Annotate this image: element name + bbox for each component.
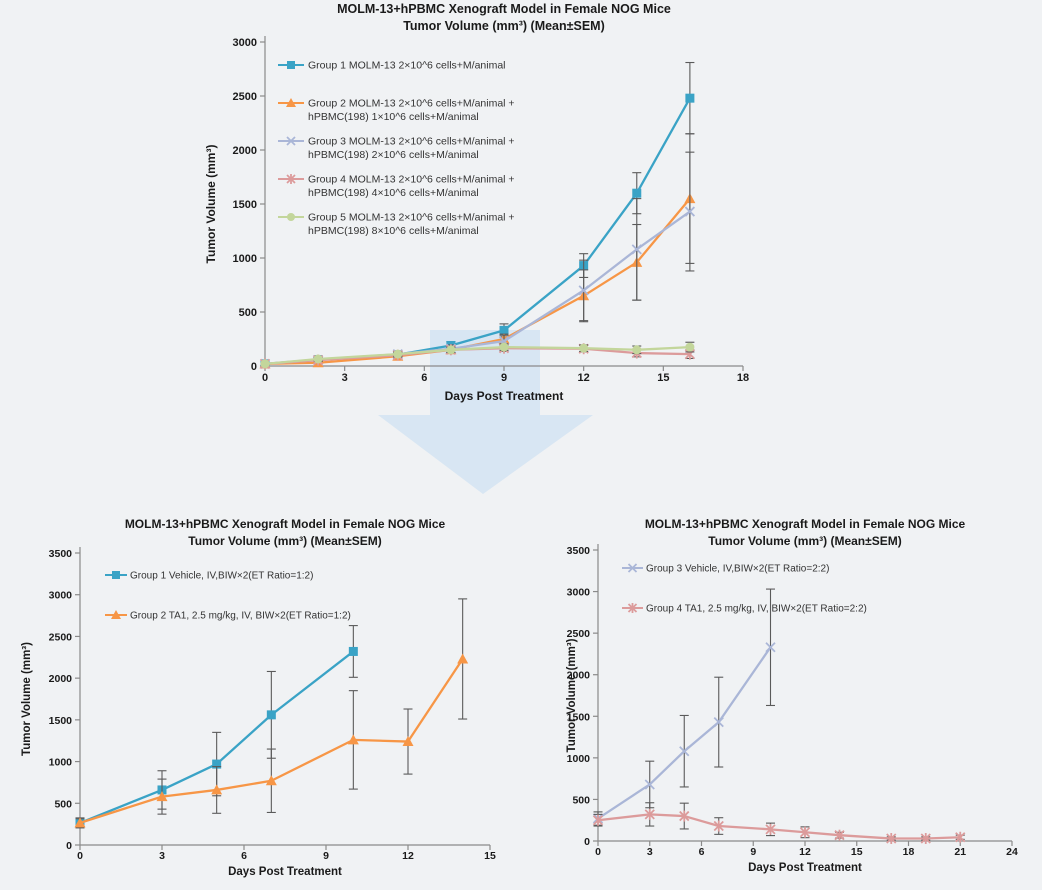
svg-text:Group 2 MOLM-13 2×10^6 cells+M: Group 2 MOLM-13 2×10^6 cells+M/animal + bbox=[308, 98, 515, 110]
svg-text:Days Post Treatment: Days Post Treatment bbox=[445, 389, 564, 403]
svg-text:Group 4 TA1, 2.5 mg/kg, IV, BI: Group 4 TA1, 2.5 mg/kg, IV, BIW×2(ET Rat… bbox=[646, 604, 867, 615]
legend: Group 1 Vehicle, IV,BIW×2(ET Ratio=1:2) G… bbox=[105, 571, 351, 622]
svg-text:3500: 3500 bbox=[49, 548, 73, 560]
svg-text:12: 12 bbox=[578, 372, 590, 384]
svg-text:15: 15 bbox=[851, 846, 863, 858]
svg-text:2000: 2000 bbox=[567, 670, 591, 682]
svg-text:2000: 2000 bbox=[233, 145, 257, 157]
svg-text:3: 3 bbox=[342, 372, 348, 384]
svg-text:500: 500 bbox=[54, 798, 72, 810]
svg-text:Days Post Treatment: Days Post Treatment bbox=[228, 866, 342, 878]
svg-text:18: 18 bbox=[903, 846, 915, 858]
svg-text:24: 24 bbox=[1006, 846, 1018, 858]
svg-text:Group 3 MOLM-13 2×10^6 cells+M: Group 3 MOLM-13 2×10^6 cells+M/animal + bbox=[308, 136, 515, 148]
chart-title: MOLM-13+hPBMC Xenograft Model in Female … bbox=[337, 2, 671, 33]
down-arrow-shape bbox=[378, 330, 593, 494]
series-group-1 bbox=[592, 588, 776, 826]
svg-text:MOLM-13+hPBMC Xenograft Model: MOLM-13+hPBMC Xenograft Model in Female … bbox=[645, 517, 966, 531]
svg-text:Group 3 Vehicle, IV,BIW×2(ET R: Group 3 Vehicle, IV,BIW×2(ET Ratio=2:2) bbox=[646, 564, 829, 575]
svg-text:6: 6 bbox=[699, 846, 705, 858]
legend: Group 1 MOLM-13 2×10^6 cells+M/animal Gro… bbox=[278, 60, 515, 237]
svg-text:hPBMC(198) 2×10^6 cells+M/anim: hPBMC(198) 2×10^6 cells+M/animal bbox=[308, 149, 479, 161]
svg-text:1000: 1000 bbox=[49, 757, 73, 769]
svg-text:2500: 2500 bbox=[233, 91, 257, 103]
svg-text:1000: 1000 bbox=[233, 253, 257, 265]
svg-text:Tumor Volume (mm³): Tumor Volume (mm³) bbox=[21, 642, 33, 756]
svg-text:1500: 1500 bbox=[49, 715, 73, 727]
svg-text:9: 9 bbox=[501, 372, 507, 384]
svg-text:Tumor Volume (mm³): Tumor Volume (mm³) bbox=[566, 638, 578, 752]
svg-text:18: 18 bbox=[737, 372, 749, 384]
tumor-growth-chart-et-ratio-2-2: MOLM-13+hPBMC Xenograft Model in Female … bbox=[566, 517, 1018, 874]
svg-text:9: 9 bbox=[750, 846, 756, 858]
svg-text:0: 0 bbox=[251, 361, 257, 373]
svg-text:500: 500 bbox=[572, 794, 590, 806]
svg-text:0: 0 bbox=[77, 850, 83, 862]
axes: 0 500 1000 1500 2000 2500 3000 0 3 6 9 12 15 18 Days P… bbox=[204, 36, 749, 403]
svg-text:2500: 2500 bbox=[567, 628, 591, 640]
svg-text:15: 15 bbox=[657, 372, 669, 384]
svg-text:1000: 1000 bbox=[567, 753, 591, 765]
svg-text:6: 6 bbox=[241, 850, 247, 862]
svg-text:Group 2 TA1, 2.5 mg/kg, IV, BI: Group 2 TA1, 2.5 mg/kg, IV, BIW×2(ET Rat… bbox=[130, 611, 351, 622]
svg-text:Group 5 MOLM-13 2×10^6 cells+M: Group 5 MOLM-13 2×10^6 cells+M/animal + bbox=[308, 212, 515, 224]
svg-text:2000: 2000 bbox=[49, 673, 73, 685]
svg-text:1500: 1500 bbox=[567, 711, 591, 723]
series-group-2 bbox=[592, 802, 966, 845]
svg-text:3500: 3500 bbox=[567, 545, 591, 557]
svg-text:hPBMC(198) 4×10^6 cells+M/anim: hPBMC(198) 4×10^6 cells+M/animal bbox=[308, 187, 479, 199]
svg-text:15: 15 bbox=[484, 850, 496, 862]
legend: Group 3 Vehicle, IV,BIW×2(ET Ratio=2:2) G… bbox=[622, 563, 867, 615]
axes: 0 500 1000 1500 2000 2500 3000 3500 0 3 6 9 12 15 Days… bbox=[21, 547, 496, 878]
axes: 0 500 1000 1500 2000 2500 3000 3500 0 3 6 9 12 15 18 21… bbox=[566, 544, 1018, 874]
svg-text:Days Post Treatment: Days Post Treatment bbox=[748, 862, 862, 874]
svg-text:0: 0 bbox=[262, 372, 268, 384]
svg-text:3: 3 bbox=[647, 846, 653, 858]
down-arrow-icon bbox=[378, 330, 593, 494]
svg-text:2500: 2500 bbox=[49, 631, 73, 643]
svg-text:hPBMC(198) 8×10^6 cells+M/anim: hPBMC(198) 8×10^6 cells+M/animal bbox=[308, 225, 479, 237]
tumor-growth-chart-et-ratio-1-2: MOLM-13+hPBMC Xenograft Model in Female … bbox=[21, 517, 496, 878]
series-group-4 bbox=[259, 342, 696, 370]
svg-text:Tumor Volume (mm³) (Mean±SEM): Tumor Volume (mm³) (Mean±SEM) bbox=[403, 19, 605, 33]
chart-title: MOLM-13+hPBMC Xenograft Model in Female … bbox=[645, 517, 966, 548]
series-group-2 bbox=[259, 133, 696, 369]
svg-text:12: 12 bbox=[402, 850, 414, 862]
svg-text:0: 0 bbox=[595, 846, 601, 858]
svg-text:Group 4 MOLM-13 2×10^6 cells+M: Group 4 MOLM-13 2×10^6 cells+M/animal + bbox=[308, 174, 515, 186]
series-group-5 bbox=[260, 341, 695, 369]
svg-text:12: 12 bbox=[799, 846, 811, 858]
tumor-growth-chart-combined: MOLM-13+hPBMC Xenograft Model in Female … bbox=[204, 2, 749, 403]
chart-title: MOLM-13+hPBMC Xenograft Model in Female … bbox=[125, 517, 446, 548]
svg-text:Tumor Volume (mm³): Tumor Volume (mm³) bbox=[204, 145, 218, 264]
svg-text:3000: 3000 bbox=[567, 587, 591, 599]
series-group-2 bbox=[74, 598, 469, 828]
svg-text:6: 6 bbox=[421, 372, 427, 384]
svg-text:hPBMC(198) 1×10^6 cells+M/anim: hPBMC(198) 1×10^6 cells+M/animal bbox=[308, 111, 479, 123]
svg-text:Tumor Volume (mm³) (Mean±SEM): Tumor Volume (mm³) (Mean±SEM) bbox=[188, 534, 381, 548]
svg-text:Tumor Volume (mm³) (Mean±SEM): Tumor Volume (mm³) (Mean±SEM) bbox=[708, 534, 901, 548]
svg-text:21: 21 bbox=[954, 846, 966, 858]
svg-text:500: 500 bbox=[239, 307, 257, 319]
svg-text:0: 0 bbox=[584, 836, 590, 848]
svg-text:Group 1 MOLM-13 2×10^6 cells+M: Group 1 MOLM-13 2×10^6 cells+M/animal bbox=[308, 60, 506, 72]
svg-text:3000: 3000 bbox=[49, 590, 73, 602]
svg-text:Group 1 Vehicle, IV,BIW×2(ET R: Group 1 Vehicle, IV,BIW×2(ET Ratio=1:2) bbox=[130, 571, 313, 582]
svg-text:9: 9 bbox=[323, 850, 329, 862]
svg-text:3000: 3000 bbox=[233, 37, 257, 49]
svg-text:MOLM-13+hPBMC Xenograft Model: MOLM-13+hPBMC Xenograft Model in Female … bbox=[337, 2, 671, 16]
svg-text:3: 3 bbox=[159, 850, 165, 862]
svg-text:1500: 1500 bbox=[233, 199, 257, 211]
svg-text:0: 0 bbox=[66, 840, 72, 852]
svg-text:MOLM-13+hPBMC Xenograft Model: MOLM-13+hPBMC Xenograft Model in Female … bbox=[125, 517, 446, 531]
